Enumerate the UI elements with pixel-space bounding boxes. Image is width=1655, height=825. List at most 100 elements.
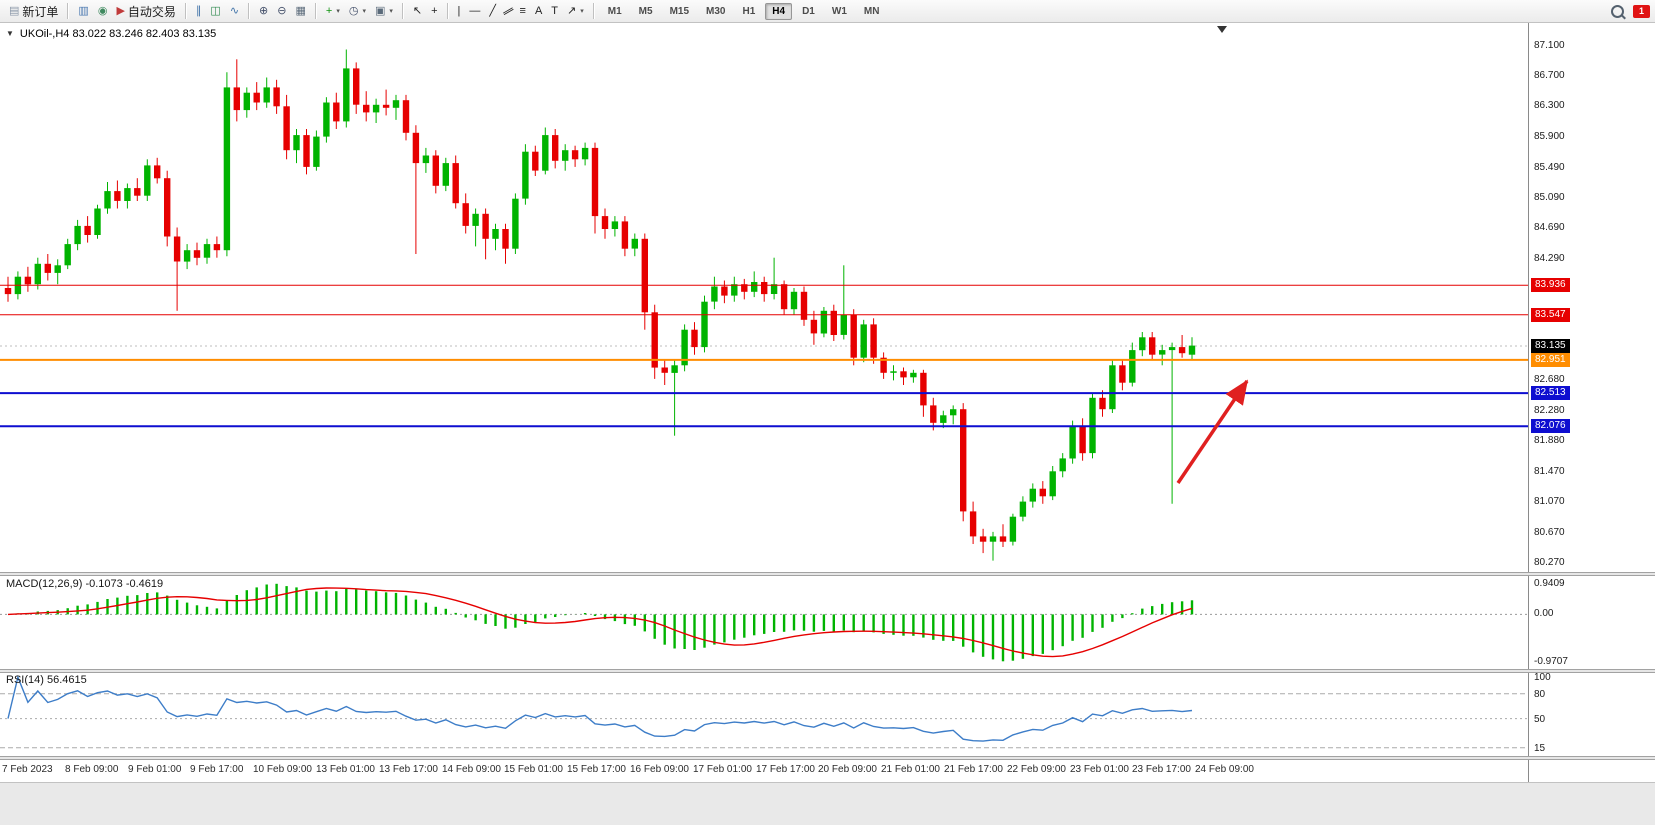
time-axis-label: 22 Feb 09:00 [1007, 764, 1066, 775]
toolbar-separator [446, 3, 449, 19]
timeframe-h4-button[interactable]: H4 [765, 2, 793, 20]
toolbar-separator [67, 3, 70, 19]
chart-title-bar: ▼ UKOil-,H4 83.022 83.246 82.403 83.135 [6, 28, 216, 40]
price-axis-label: 80.670 [1534, 527, 1565, 538]
notification-badge[interactable]: 1 [1633, 4, 1650, 18]
horizontal-line-icon: — [469, 4, 481, 17]
dropdown-caret-icon: ▾ [336, 8, 340, 15]
autotrading-play-icon: ▶ [116, 4, 125, 17]
price-tag-83.547: 83.547 [1531, 308, 1570, 322]
time-axis-label: 9 Feb 01:00 [128, 764, 182, 775]
timeframe-mn-button[interactable]: MN [863, 5, 880, 17]
search-icon [1611, 4, 1624, 18]
time-axis-label: 15 Feb 17:00 [567, 764, 626, 775]
label-tool-button[interactable]: T [547, 1, 562, 22]
new-order-button[interactable]: ▤ 新订单 [5, 1, 62, 22]
text-icon: A [534, 4, 543, 17]
line-chart-mode-button[interactable]: ∿ [226, 1, 243, 22]
rsi-line [7, 674, 1193, 742]
indicators-button[interactable]: + ▾ [322, 1, 344, 22]
time-axis-label: 17 Feb 17:00 [756, 764, 815, 775]
periods-button[interactable]: ◷ ▾ [345, 1, 370, 22]
rsi-axis-50: 50 [1534, 714, 1546, 725]
price-tag-82.951: 82.951 [1531, 353, 1570, 367]
toolbar-separator [248, 3, 251, 19]
search-button[interactable] [1607, 1, 1628, 22]
new-order-icon: ▤ [9, 4, 20, 17]
price-axis-label: 81.880 [1534, 435, 1565, 446]
chart-title: UKOil-,H4 83.022 83.246 82.403 83.135 [19, 28, 217, 40]
zoom-in-button[interactable]: ⊕ [255, 1, 272, 22]
price-tag-82.513: 82.513 [1531, 386, 1570, 400]
candlestick-mode-button[interactable]: ◫ [206, 1, 224, 22]
timeframe-d1-button[interactable]: D1 [802, 5, 815, 17]
time-axis-label: 21 Feb 17:00 [944, 764, 1003, 775]
macd-axis-max: 0.9409 [1534, 578, 1565, 589]
dropdown-caret-icon: ▾ [389, 8, 393, 15]
macd-axis-zero: 0.00 [1534, 608, 1554, 619]
zoom-in-icon: ⊕ [259, 4, 269, 17]
arrows-tool-button[interactable]: ↗ ▾ [563, 1, 588, 22]
vertical-line-icon: | [457, 4, 461, 17]
crosshair-tool-button[interactable]: + [427, 1, 441, 22]
time-axis-label: 16 Feb 09:00 [630, 764, 689, 775]
time-axis-label: 13 Feb 01:00 [316, 764, 375, 775]
rsi-panel[interactable] [0, 673, 1528, 756]
toolbar-separator [314, 3, 317, 19]
timeframe-w1-button[interactable]: W1 [831, 5, 847, 17]
fibonacci-icon: ≡ [519, 4, 526, 17]
trend-arrow-annotation[interactable] [1176, 379, 1249, 484]
price-axis-label: 84.690 [1534, 222, 1565, 233]
price-axis-label: 82.280 [1534, 405, 1565, 416]
tile-windows-button[interactable]: ▦ [291, 1, 309, 22]
timeframe-m30-button[interactable]: M30 [706, 5, 726, 17]
toolbar-separator [401, 3, 404, 19]
time-axis-label: 8 Feb 09:00 [65, 764, 119, 775]
time-axis[interactable]: 7 Feb 2023 8 Feb 09:00 9 Feb 01:00 9 Feb 17… [0, 760, 1655, 782]
cursor-tool-button[interactable]: ↖ [409, 1, 426, 22]
templates-button[interactable]: ▣ ▾ [371, 1, 397, 22]
price-axis-label: 85.900 [1534, 131, 1565, 142]
market-watch-button[interactable]: ▥ [74, 1, 92, 22]
time-axis-label: 10 Feb 09:00 [253, 764, 312, 775]
timeframe-m1-button[interactable]: M1 [607, 5, 622, 17]
fibonacci-tool-button[interactable]: ≡ [516, 1, 530, 22]
timeframe-m5-button[interactable]: M5 [638, 5, 653, 17]
navigator-button[interactable]: ◉ [94, 1, 112, 22]
chart-shift-marker-icon[interactable] [1217, 26, 1227, 33]
rsi-axis-80: 80 [1534, 689, 1546, 700]
zoom-out-button[interactable]: ⊖ [273, 1, 290, 22]
time-axis-label: 24 Feb 09:00 [1195, 764, 1254, 775]
trendline-tool-button[interactable]: ╱ [485, 1, 500, 22]
arrow-object-icon: ↗ [567, 4, 577, 17]
time-axis-label: 23 Feb 17:00 [1132, 764, 1191, 775]
panel-separator[interactable] [0, 572, 1655, 576]
label-icon: T [551, 4, 559, 17]
chart-window: ▼ UKOil-,H4 83.022 83.246 82.403 83.135 … [0, 23, 1655, 782]
timeframe-m15-button[interactable]: M15 [669, 5, 690, 17]
price-axis[interactable]: 87.100 86.700 86.300 85.900 85.490 85.090 84.6… [1528, 23, 1655, 782]
hline-tool-button[interactable]: — [465, 1, 484, 22]
macd-panel[interactable] [0, 576, 1528, 669]
candlestick-chart-icon: ◫ [210, 4, 221, 17]
channel-tool-button[interactable]: ∥ [501, 1, 515, 22]
bar-chart-icon: ∥ [195, 4, 202, 17]
main-chart-plot[interactable] [0, 23, 1528, 572]
candles [4, 49, 1196, 561]
panel-separator[interactable] [0, 669, 1655, 673]
text-tool-button[interactable]: A [531, 1, 546, 22]
vline-tool-button[interactable]: | [454, 1, 465, 22]
panel-separator[interactable] [0, 756, 1655, 760]
time-axis-label: 15 Feb 01:00 [504, 764, 563, 775]
autotrading-button[interactable]: ▶ 自动交易 [112, 1, 179, 22]
price-axis-label: 87.100 [1534, 40, 1565, 51]
timeframe-h1-button[interactable]: H1 [742, 5, 756, 17]
autotrading-label: 自动交易 [127, 4, 176, 19]
rsi-label: RSI(14) 56.4615 [6, 674, 87, 686]
one-click-trading-toggle[interactable]: ▼ [6, 29, 14, 38]
cursor-icon: ↖ [412, 4, 423, 17]
price-axis-label: 80.270 [1534, 557, 1565, 568]
bar-chart-mode-button[interactable]: ∥ [192, 1, 206, 22]
price-axis-label: 84.290 [1534, 253, 1565, 264]
